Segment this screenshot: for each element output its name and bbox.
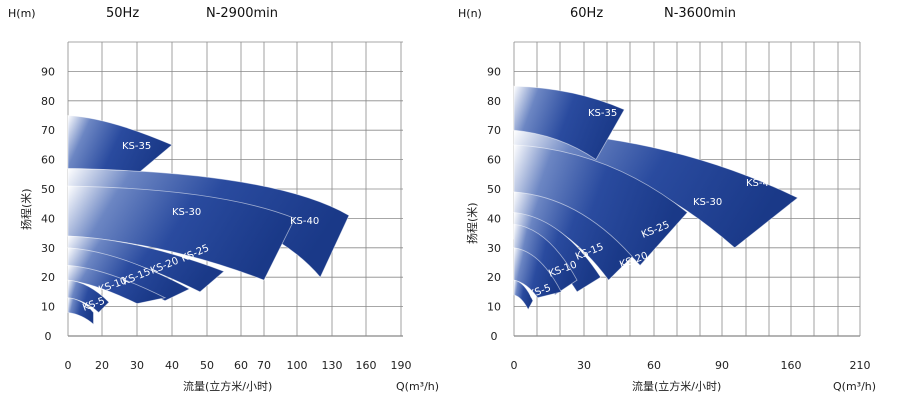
chart-60hz-y-unit: H(n) — [458, 7, 482, 20]
chart-50hz-y-tick-label: 50 — [41, 183, 55, 196]
chart-50hz-xlabel: 流量(立方米/小时) — [183, 379, 272, 393]
chart-60hz-y-tick-label: 50 — [487, 183, 501, 196]
chart-50hz-x-unit: Q(m³/h) — [396, 380, 439, 393]
chart-60hz-x-tick-label: 0 — [511, 359, 518, 372]
chart-50hz-band-ks-35 — [67, 115, 173, 172]
chart-50hz-y-tick-label: 20 — [41, 271, 55, 284]
chart-50hz-x-tick-label: 20 — [95, 359, 109, 372]
chart-50hz-x-tick-label: 160 — [356, 359, 377, 372]
chart-50hz-y-tick-label: 70 — [41, 124, 55, 137]
chart-50hz-band-ks-5 — [67, 297, 94, 326]
chart-50hz-x-tick-label: 100 — [287, 359, 308, 372]
chart-50hz-y-unit: H(m) — [8, 7, 36, 20]
chart-60hz-y-tick-label: 70 — [487, 124, 501, 137]
chart-60hz-y-tick-label: 90 — [487, 65, 501, 78]
chart-50hz-x-tick-label: 60 — [234, 359, 248, 372]
chart-50hz: KS-5KS-10KS-15KS-20KS-25KS-30KS-40KS-35 … — [8, 6, 439, 393]
chart-50hz-x-tick-label: 30 — [130, 359, 144, 372]
chart-50hz-x-tick-label: 190 — [391, 359, 412, 372]
chart-50hz-tick-labels: 0 10 20 30 40 50 60 70 80 90 0 20 30 40 50 60 70 100 130 16… — [41, 65, 412, 372]
chart-60hz-xlabel: 流量(立方米/小时) — [632, 379, 721, 393]
chart-60hz-band-label-ks-30: KS-30 — [693, 197, 722, 208]
chart-60hz-y-tick-label: 10 — [487, 301, 501, 314]
chart-50hz-band-label-ks-30: KS-30 — [172, 207, 201, 218]
chart-60hz-y-tick-label: 30 — [487, 242, 501, 255]
chart-50hz-x-tick-label: 40 — [165, 359, 179, 372]
chart-50hz-x-tick-label: 70 — [257, 359, 271, 372]
chart-50hz-band-label-ks-40: KS-40 — [290, 216, 319, 227]
chart-60hz-x-tick-label: 210 — [850, 359, 871, 372]
chart-50hz-y-tick-label: 80 — [41, 95, 55, 108]
chart-60hz-y-tick-label: 40 — [487, 212, 501, 225]
chart-60hz-band-ks-10 — [513, 247, 562, 299]
chart-50hz-x-tick-label: 130 — [322, 359, 343, 372]
chart-50hz-y-tick-label: 30 — [41, 242, 55, 255]
chart-50hz-band-ks-15 — [67, 265, 167, 305]
chart-60hz-tick-labels: 0 10 20 30 40 50 60 70 80 90 0 30 60 90 160 210 — [487, 65, 871, 372]
chart-50hz-frequency: 50Hz — [106, 6, 139, 21]
chart-50hz-band-label-ks-35: KS-35 — [122, 141, 151, 152]
chart-50hz-x-tick-label: 0 — [65, 359, 72, 372]
chart-60hz-band-label-ks-40: KS-40 — [746, 178, 775, 189]
chart-60hz-x-tick-label: 90 — [715, 359, 729, 372]
chart-50hz-x-tick-label: 50 — [200, 359, 214, 372]
chart-50hz-speed: N-2900min — [206, 6, 278, 21]
chart-50hz-y-tick-label: 60 — [41, 154, 55, 167]
chart-60hz-y-tick-label: 80 — [487, 95, 501, 108]
chart-60hz-y-tick-label: 0 — [491, 330, 498, 343]
chart-60hz-speed: N-3600min — [664, 6, 736, 21]
chart-50hz-ylabel: 扬程(米) — [19, 188, 33, 230]
chart-60hz-band-ks-35 — [513, 85, 625, 161]
chart-60hz-frequency: 60Hz — [570, 6, 603, 21]
chart-50hz-y-tick-label: 90 — [41, 65, 55, 78]
chart-50hz-y-tick-label: 40 — [41, 212, 55, 225]
chart-60hz-band-ks-5 — [513, 279, 534, 311]
chart-60hz-y-tick-label: 60 — [487, 154, 501, 167]
chart-60hz-x-unit: Q(m³/h) — [833, 380, 876, 393]
chart-60hz-x-tick-label: 30 — [577, 359, 591, 372]
chart-60hz-y-tick-label: 20 — [487, 271, 501, 284]
chart-50hz-y-tick-label: 10 — [41, 301, 55, 314]
chart-60hz-x-tick-label: 60 — [647, 359, 661, 372]
chart-60hz-ylabel: 扬程(米) — [465, 202, 479, 244]
chart-60hz-band-label-ks-35: KS-35 — [588, 108, 617, 119]
chart-60hz-x-tick-label: 160 — [781, 359, 802, 372]
chart-50hz-y-tick-label: 0 — [45, 330, 52, 343]
